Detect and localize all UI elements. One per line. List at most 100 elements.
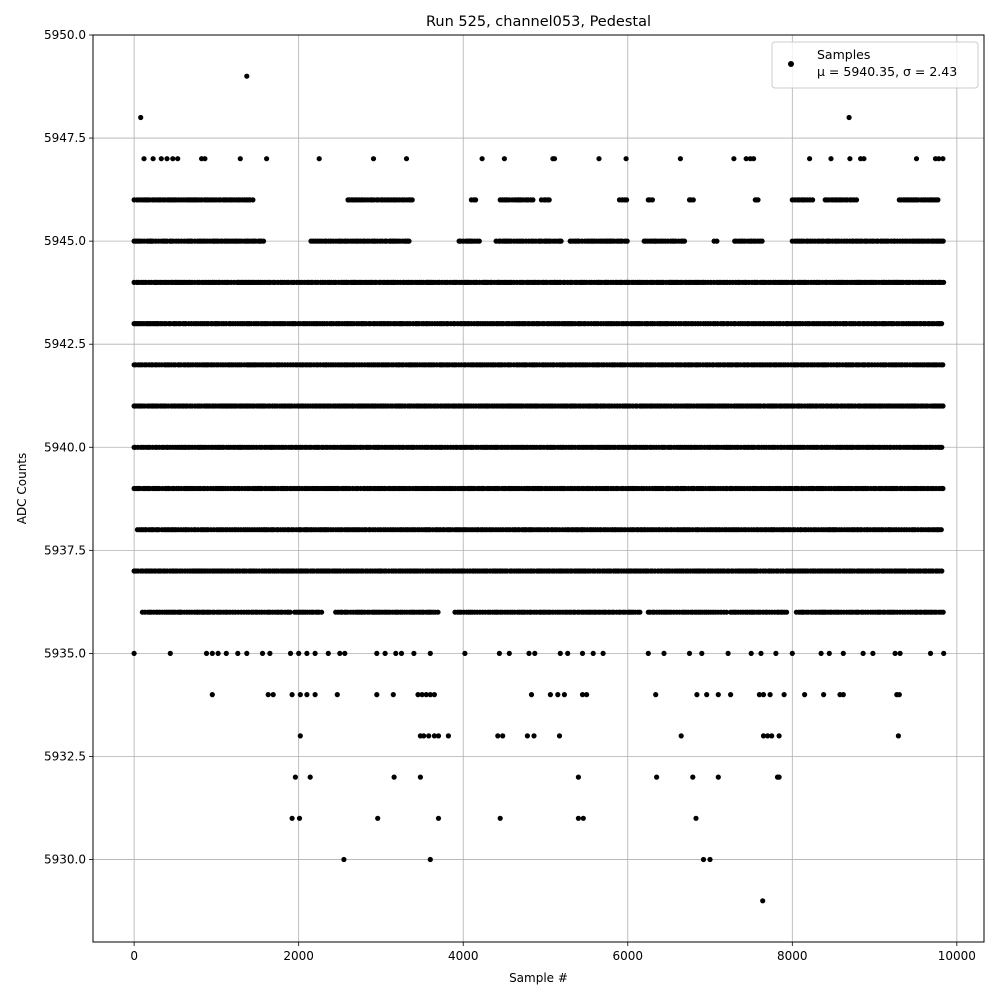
y-tick-label: 5930.0: [44, 853, 86, 867]
data-point: [715, 774, 721, 780]
data-point: [141, 156, 147, 162]
data-point: [940, 609, 946, 615]
data-point: [758, 650, 764, 657]
data-point: [530, 197, 536, 203]
data-point: [167, 650, 173, 657]
data-point: [215, 650, 221, 657]
data-point: [940, 403, 946, 409]
data-point: [319, 609, 325, 615]
data-point: [244, 73, 250, 79]
data-point: [940, 485, 946, 492]
data-point: [789, 650, 795, 657]
data-point: [558, 238, 564, 244]
legend-series-label: Samples: [817, 47, 870, 62]
data-point: [164, 156, 170, 162]
data-point: [289, 815, 295, 821]
data-point: [312, 692, 318, 698]
data-point: [860, 650, 866, 657]
data-point: [678, 733, 684, 739]
data-point: [289, 692, 295, 698]
data-point: [532, 650, 538, 657]
data-point: [637, 609, 643, 615]
data-point: [600, 650, 606, 657]
y-tick-label: 5937.5: [44, 543, 86, 557]
data-point: [406, 238, 412, 244]
data-point: [579, 650, 586, 657]
data-point: [714, 238, 720, 244]
data-point: [939, 321, 945, 327]
data-point: [270, 692, 276, 698]
data-point: [307, 774, 313, 780]
data-point: [715, 692, 721, 698]
y-axis-label: ADC Counts: [15, 453, 29, 525]
data-point: [731, 156, 737, 162]
data-point: [575, 774, 582, 780]
data-point: [707, 856, 713, 863]
data-point: [723, 609, 730, 615]
chart-title: Run 525, channel053, Pedestal: [426, 14, 651, 30]
data-point: [561, 692, 568, 698]
data-point: [382, 650, 388, 657]
data-point: [760, 692, 767, 698]
data-point: [546, 197, 552, 203]
data-point: [316, 156, 322, 162]
data-point: [847, 156, 853, 162]
data-point: [694, 692, 700, 698]
data-point: [411, 650, 417, 657]
legend-stats-label: μ = 5940.35, σ = 2.43: [817, 64, 957, 79]
data-point: [555, 692, 561, 698]
data-point: [375, 815, 381, 821]
data-point: [524, 733, 531, 739]
data-point: [846, 114, 852, 121]
data-point: [870, 650, 876, 657]
data-point: [941, 650, 947, 657]
data-point: [584, 692, 590, 698]
data-point: [690, 197, 696, 203]
data-point: [417, 774, 423, 780]
data-point: [341, 856, 347, 863]
x-tick-label: 4000: [448, 949, 479, 963]
data-point: [393, 650, 399, 657]
data-point: [202, 156, 208, 162]
data-point: [565, 650, 571, 657]
data-point: [170, 156, 176, 162]
x-tick-label: 10000: [938, 949, 976, 963]
data-point: [551, 156, 558, 162]
y-tick-label: 5932.5: [44, 749, 86, 763]
data-point: [767, 692, 773, 698]
data-point: [693, 815, 699, 821]
data-point: [342, 650, 348, 657]
data-point: [773, 650, 779, 657]
data-point: [623, 156, 629, 162]
data-point: [810, 197, 816, 203]
data-point: [690, 774, 696, 780]
data-point: [704, 692, 710, 698]
data-point: [807, 156, 813, 162]
data-point: [374, 650, 380, 657]
data-point: [235, 650, 241, 657]
data-point: [427, 650, 433, 657]
data-point: [223, 650, 229, 657]
data-point: [580, 815, 586, 821]
data-point: [435, 733, 442, 739]
data-point: [304, 650, 310, 657]
data-point: [431, 692, 437, 698]
data-point: [287, 650, 294, 657]
data-point: [415, 692, 421, 698]
data-point: [936, 156, 942, 162]
data-point: [861, 156, 867, 162]
data-point: [840, 650, 846, 657]
data-point: [435, 609, 441, 615]
data-point: [896, 692, 902, 698]
x-tick-label: 8000: [777, 949, 808, 963]
data-point: [759, 238, 765, 244]
data-point: [575, 815, 582, 821]
data-point: [296, 650, 302, 657]
data-point: [755, 197, 761, 203]
data-point: [528, 692, 535, 698]
data-point: [624, 197, 630, 203]
data-point: [427, 856, 433, 863]
legend-box: [771, 41, 979, 89]
data-point: [391, 774, 397, 780]
